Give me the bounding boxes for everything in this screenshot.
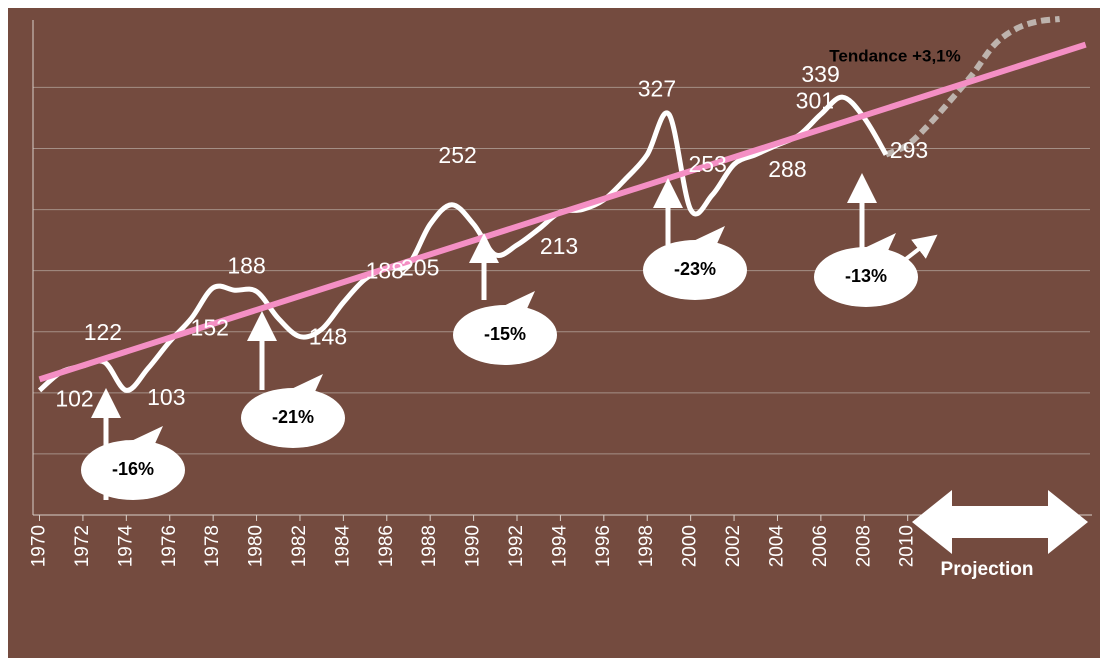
x-tick-label: 1994 — [549, 525, 570, 568]
callout-bubble — [643, 240, 747, 300]
data-label: 288 — [768, 156, 806, 182]
data-label: 339 — [801, 61, 839, 87]
callout-bubble — [241, 388, 345, 448]
data-label: 327 — [638, 76, 676, 102]
projection-line — [884, 16, 1060, 158]
projection-arrow — [912, 490, 1088, 554]
data-label: 103 — [147, 384, 185, 410]
x-tick-label: 1980 — [246, 525, 267, 567]
data-label: 148 — [309, 323, 347, 349]
x-tick-label: 2002 — [723, 525, 744, 567]
x-tick-label: 2010 — [897, 525, 918, 567]
data-label: 252 — [438, 142, 476, 168]
data-line — [37, 94, 889, 393]
callout-bubble — [453, 305, 557, 365]
data-label: 293 — [890, 137, 928, 163]
data-label: 122 — [84, 319, 122, 345]
data-label: 213 — [540, 233, 578, 259]
data-label: 301 — [796, 87, 834, 113]
x-tick-label: 1982 — [289, 525, 310, 567]
x-tick-label: 1978 — [202, 525, 223, 567]
callout-text: -23% — [674, 259, 716, 279]
x-tick-label: 1974 — [115, 525, 136, 568]
data-label: 188 — [227, 252, 265, 278]
x-tick-label: 1984 — [332, 525, 353, 568]
callout-bubble — [81, 440, 185, 500]
projection-label: Projection — [941, 559, 1034, 580]
x-tick-label: 1986 — [376, 525, 397, 567]
data-label: 152 — [191, 314, 229, 340]
x-tick-label: 1970 — [29, 525, 50, 567]
data-label: 188 — [366, 257, 404, 283]
x-tick-label: 1972 — [72, 525, 93, 567]
trend-annotation: Tendance +3,1% — [829, 46, 961, 65]
callout-text: -21% — [272, 407, 314, 427]
x-tick-label: 1990 — [463, 525, 484, 567]
callout-text: -15% — [484, 324, 526, 344]
x-tick-label: 2004 — [766, 525, 787, 568]
x-tick-label: 2000 — [680, 525, 701, 567]
x-tick-label: 2008 — [853, 525, 874, 567]
data-label: 102 — [55, 385, 93, 411]
trend-line — [38, 41, 1087, 383]
callout-text: -16% — [112, 459, 154, 479]
x-tick-label: 1998 — [636, 525, 657, 567]
x-tick-label: 1988 — [419, 525, 440, 567]
x-tick-label: 1976 — [159, 525, 180, 567]
data-label: 205 — [401, 255, 439, 281]
callout-bubble — [814, 247, 918, 307]
x-tick-label: 1996 — [593, 525, 614, 567]
x-tick-label: 2006 — [810, 525, 831, 567]
x-tick-label: 1992 — [506, 525, 527, 567]
callout-text: -13% — [845, 266, 887, 286]
projection-hint-arrow — [900, 234, 938, 264]
data-label: 253 — [688, 151, 726, 177]
